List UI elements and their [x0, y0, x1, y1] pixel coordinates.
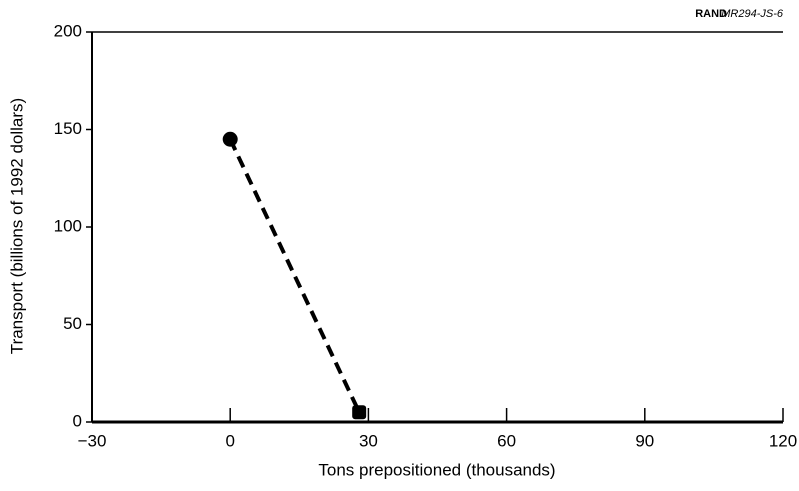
y-tick-label: 200: [54, 21, 82, 40]
y-axis-label: Transport (billions of 1992 dollars): [7, 98, 26, 354]
source: RAND: [695, 8, 727, 20]
x-tick-label: −30: [78, 431, 107, 450]
y-tick-label: 0: [73, 411, 82, 430]
x-tick-label: 30: [359, 431, 378, 450]
x-tick-label: 90: [635, 431, 654, 450]
x-axis-label: Tons prepositioned (thousands): [318, 460, 555, 479]
point-marker: [352, 405, 367, 420]
source-id: MR294-JS-6: [721, 8, 784, 20]
series-line: [228, 138, 361, 414]
point-marker: [222, 131, 238, 147]
y-tick-label: 150: [54, 119, 82, 138]
y-tick-label: 100: [54, 216, 82, 235]
y-tick-label: 50: [63, 314, 82, 333]
x-tick-label: 0: [225, 431, 234, 450]
x-tick-label: 60: [497, 431, 516, 450]
x-tick-label: 120: [769, 431, 797, 450]
